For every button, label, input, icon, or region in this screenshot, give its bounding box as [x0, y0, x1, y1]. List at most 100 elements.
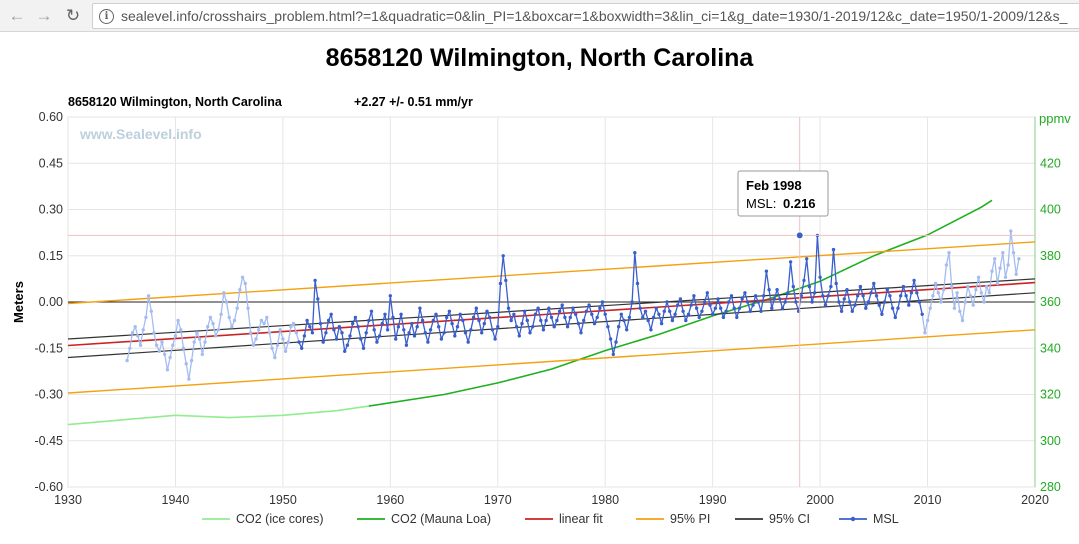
msl-segment [883, 289, 888, 303]
msl-segment [483, 311, 488, 324]
msl-segment [174, 320, 179, 337]
x-tick-label: 1950 [269, 493, 297, 507]
x-tick-label: 1960 [376, 493, 404, 507]
forward-arrow-icon[interactable]: → [35, 6, 53, 25]
reload-icon[interactable]: ↻ [65, 6, 81, 25]
msl-point [823, 303, 828, 307]
msl-point [748, 309, 752, 313]
msl-segment [330, 314, 335, 330]
msl-point [364, 331, 368, 335]
msl-segment [835, 283, 840, 303]
msl-segment [212, 323, 217, 337]
msl-segment [188, 360, 193, 380]
msl-point [528, 331, 532, 335]
legend: CO2 (ice cores) CO2 (Mauna Loa) linear fit… [202, 512, 899, 526]
msl-segment [789, 261, 794, 287]
msl-point [353, 315, 358, 320]
msl-segment [478, 320, 483, 333]
msl-point [617, 325, 621, 329]
tooltip-value: 0.216 [783, 196, 816, 211]
msl-point [759, 309, 763, 313]
linear-fit-line [67, 281, 1036, 347]
msl-point [531, 325, 535, 329]
msl-segment [975, 277, 980, 290]
msl-point [1009, 229, 1013, 233]
msl-segment [421, 320, 426, 333]
msl-segment [862, 295, 867, 309]
pi-lower-line [67, 329, 1036, 394]
msl-point [246, 306, 250, 310]
msl-segment [451, 323, 456, 337]
msl-point [539, 318, 543, 323]
msl-point [831, 247, 836, 252]
msl-point [498, 281, 503, 286]
y-tick-label: -0.60 [35, 480, 64, 494]
msl-point [195, 331, 199, 335]
msl-point [501, 254, 505, 258]
y-tick-label: -0.30 [35, 388, 64, 402]
msl-point [829, 284, 833, 289]
msl-segment [185, 363, 190, 380]
msl-point [165, 368, 170, 372]
y2-tick-label: 420 [1040, 156, 1061, 170]
msl-point [901, 284, 906, 289]
msl-point [536, 306, 540, 310]
msl-point [281, 337, 285, 341]
msl-point [692, 294, 696, 298]
back-arrow-icon[interactable]: ← [8, 6, 26, 25]
msl-point [222, 291, 226, 295]
sea-level-chart: 8658120 Wilmington, North Carolina +2.27… [11, 95, 1071, 526]
y2-tick-label: 280 [1040, 480, 1061, 494]
msl-point [861, 294, 865, 298]
msl-segment [244, 283, 249, 309]
msl-point [138, 343, 143, 347]
msl-segment [1002, 252, 1007, 278]
msl-point [826, 294, 830, 298]
msl-point [842, 297, 846, 301]
msl-point [740, 297, 744, 301]
msl-point [727, 300, 731, 304]
msl-segment [918, 301, 923, 315]
msl-point [133, 325, 137, 329]
msl-point [337, 325, 341, 329]
msl-segment [760, 295, 765, 312]
msl-point [590, 312, 594, 316]
msl-segment [164, 354, 169, 370]
browser-toolbar: ← → ↻ i sealevel.info/crosshairs_problem… [0, 0, 1079, 32]
legend-label: CO2 (Mauna Loa) [391, 512, 491, 526]
msl-point [265, 315, 269, 320]
msl-segment [470, 317, 475, 330]
msl-point [998, 266, 1002, 270]
msl-point [915, 291, 919, 295]
msl-point [235, 306, 239, 310]
msl-segment [513, 314, 518, 327]
url-text[interactable]: sealevel.info/crosshairs_problem.html?=1… [121, 8, 1068, 24]
msl-point [544, 318, 548, 323]
address-bar[interactable]: i sealevel.info/crosshairs_problem.html?… [92, 3, 1079, 29]
msl-point [936, 291, 940, 295]
msl-segment [497, 283, 502, 327]
msl-point [805, 257, 809, 261]
msl-segment [921, 314, 926, 333]
msl-segment [282, 338, 287, 352]
msl-point [923, 331, 927, 335]
msl-point [928, 306, 932, 310]
msl-point [189, 358, 194, 363]
y2-tick-label: 320 [1040, 388, 1061, 402]
msl-segment [1007, 231, 1012, 266]
msl-segment [636, 283, 641, 309]
msl-segment [910, 280, 915, 293]
msl-point [584, 309, 589, 313]
info-icon[interactable]: i [99, 9, 114, 24]
msl-point [630, 300, 634, 304]
msl-point [713, 306, 718, 310]
msl-point [206, 325, 210, 329]
msl-segment [924, 320, 929, 333]
msl-segment [357, 326, 362, 340]
msl-point [402, 328, 406, 332]
msl-point [450, 321, 454, 326]
msl-segment [507, 308, 512, 321]
msl-segment [502, 255, 507, 281]
msl-point [837, 300, 841, 304]
msl-point [1014, 272, 1018, 276]
